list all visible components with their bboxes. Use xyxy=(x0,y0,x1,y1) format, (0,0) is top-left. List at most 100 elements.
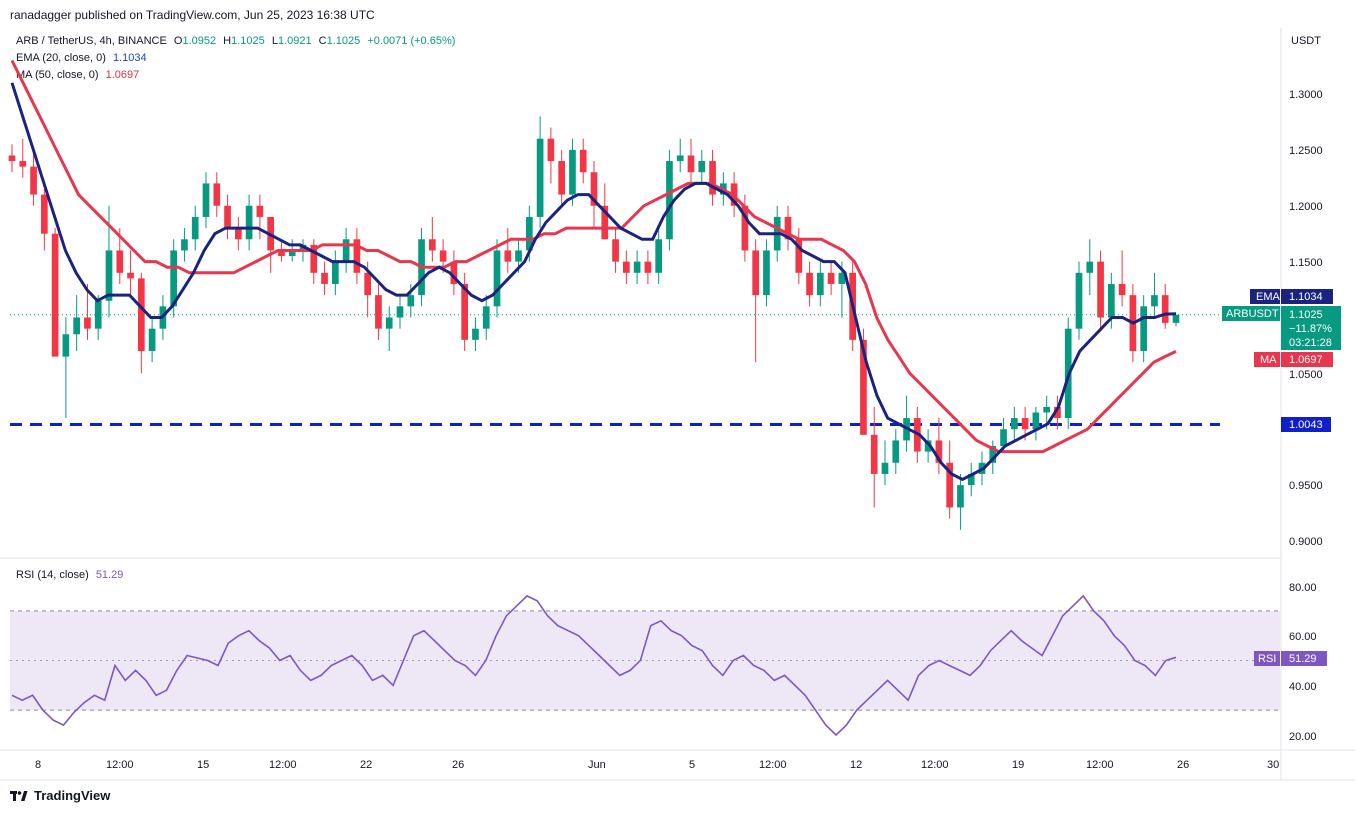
candle-down xyxy=(234,228,242,240)
candle-down xyxy=(428,239,436,251)
time-tick: 12:00 xyxy=(921,759,949,771)
candle-up xyxy=(1151,295,1158,307)
candle-up xyxy=(181,239,188,251)
time-tick: 12:00 xyxy=(1086,759,1114,771)
tradingview-footer[interactable]: TradingView xyxy=(10,788,110,803)
candle-up xyxy=(170,250,178,307)
ma-legend-label: MA (50, close, 0) xyxy=(16,69,99,81)
rsi-band xyxy=(10,610,1280,711)
candle-down xyxy=(612,239,619,262)
price-tag-bg xyxy=(1281,306,1341,350)
tradingview-logo-icon xyxy=(10,790,28,802)
candle-down xyxy=(1161,295,1169,323)
price-tag-change: −11.87% xyxy=(1289,323,1332,335)
time-tick: 8 xyxy=(35,759,41,771)
candle-up xyxy=(763,250,770,296)
candle-down xyxy=(51,233,59,357)
candle-down xyxy=(8,155,16,162)
ma-tag-value-bg xyxy=(1281,352,1333,367)
candle-down xyxy=(730,183,738,206)
candle-down xyxy=(310,244,318,273)
candle-up xyxy=(1172,314,1180,323)
low-label: L xyxy=(271,35,278,47)
candle-down xyxy=(946,462,954,508)
price-tag-symbol: ARBUSDT xyxy=(1226,308,1279,320)
price-tick: 0.9500 xyxy=(1289,480,1323,492)
candle-down xyxy=(116,250,124,273)
time-tick: 5 xyxy=(689,759,695,771)
candle-down xyxy=(450,261,458,284)
rsi-legend[interactable]: RSI (14, close) 51.29 xyxy=(16,569,127,581)
candle-up xyxy=(989,446,997,463)
candle-down xyxy=(827,272,835,284)
candle-up xyxy=(385,317,393,329)
price-tick: 0.9000 xyxy=(1289,536,1323,548)
candle-down xyxy=(1129,295,1137,352)
ema-legend[interactable]: EMA (20, close, 0) 1.1034 xyxy=(16,52,151,64)
candle-up xyxy=(245,205,253,240)
candle-up xyxy=(94,300,102,329)
rsi-tag-label-bg xyxy=(1254,651,1280,666)
ma-tag-label-bg xyxy=(1254,352,1280,367)
rsi-tag-value-bg xyxy=(1281,651,1327,666)
candle-up xyxy=(73,317,81,335)
candle-down xyxy=(1118,283,1126,296)
candle-down xyxy=(870,434,878,474)
candle-up xyxy=(1064,328,1072,419)
candle-up xyxy=(569,149,576,195)
time-tick: 12:00 xyxy=(269,759,297,771)
candle-down xyxy=(1021,418,1029,430)
candle-down xyxy=(364,272,372,296)
candle-down xyxy=(590,172,598,206)
candle-down xyxy=(1097,261,1104,318)
price-tag-value: 1.1025 xyxy=(1289,309,1323,321)
rsi-legend-label: RSI (14, close) xyxy=(16,569,89,581)
candles-group xyxy=(8,116,1180,530)
candle-up xyxy=(515,250,522,262)
rsi-tick: 40.00 xyxy=(1289,681,1317,693)
low-value: 1.0921 xyxy=(277,35,312,47)
candle-up xyxy=(331,261,339,284)
change-value: +0.0071 (+0.65%) xyxy=(367,35,456,47)
ma-tag-value: 1.0697 xyxy=(1289,354,1323,366)
candle-down xyxy=(224,205,231,229)
close-label: C xyxy=(318,35,327,47)
candle-up xyxy=(493,250,501,307)
candle-up xyxy=(1075,272,1083,329)
candle-down xyxy=(127,272,134,279)
candle-up xyxy=(816,272,824,296)
open-value: 1.0952 xyxy=(182,35,217,47)
candle-up xyxy=(1140,306,1148,352)
candle-down xyxy=(601,205,609,240)
candle-down xyxy=(321,272,328,284)
time-tick: 22 xyxy=(360,759,372,771)
level-tag-value: 1.0043 xyxy=(1289,419,1323,431)
rsi-tag-value: 51.29 xyxy=(1289,653,1317,665)
time-tick: 26 xyxy=(1177,759,1189,771)
price-tick: 1.2500 xyxy=(1289,145,1323,157)
candle-up xyxy=(342,239,350,262)
ma-legend[interactable]: MA (50, close, 0) 1.0697 xyxy=(16,69,143,81)
candle-down xyxy=(849,272,857,340)
rsi-tick: 80.00 xyxy=(1289,582,1317,594)
candle-up xyxy=(1010,418,1018,430)
time-tick: 15 xyxy=(197,759,209,771)
ma-tag-label: MA xyxy=(1260,354,1277,366)
rsi-legend-value: 51.29 xyxy=(95,569,124,581)
ema-tag-label-bg xyxy=(1250,289,1280,304)
symbol-name[interactable]: ARB / TetherUS, 4h, BINANCE xyxy=(16,35,167,47)
candle-up xyxy=(838,272,846,284)
candle-up xyxy=(719,183,727,195)
candle-up xyxy=(536,138,544,217)
time-tick: 12 xyxy=(850,759,862,771)
candle-up xyxy=(525,216,533,251)
symbol-legend: ARB / TetherUS, 4h, BINANCE O1.0952 H1.1… xyxy=(16,35,459,47)
candle-down xyxy=(439,250,447,262)
candle-up xyxy=(288,250,296,257)
ema-tag-value: 1.1034 xyxy=(1289,291,1323,303)
candle-up xyxy=(924,440,932,452)
price-tag-symbol-bg xyxy=(1222,306,1280,321)
currency-label: USDT xyxy=(1291,35,1321,47)
candle-up xyxy=(148,328,156,352)
